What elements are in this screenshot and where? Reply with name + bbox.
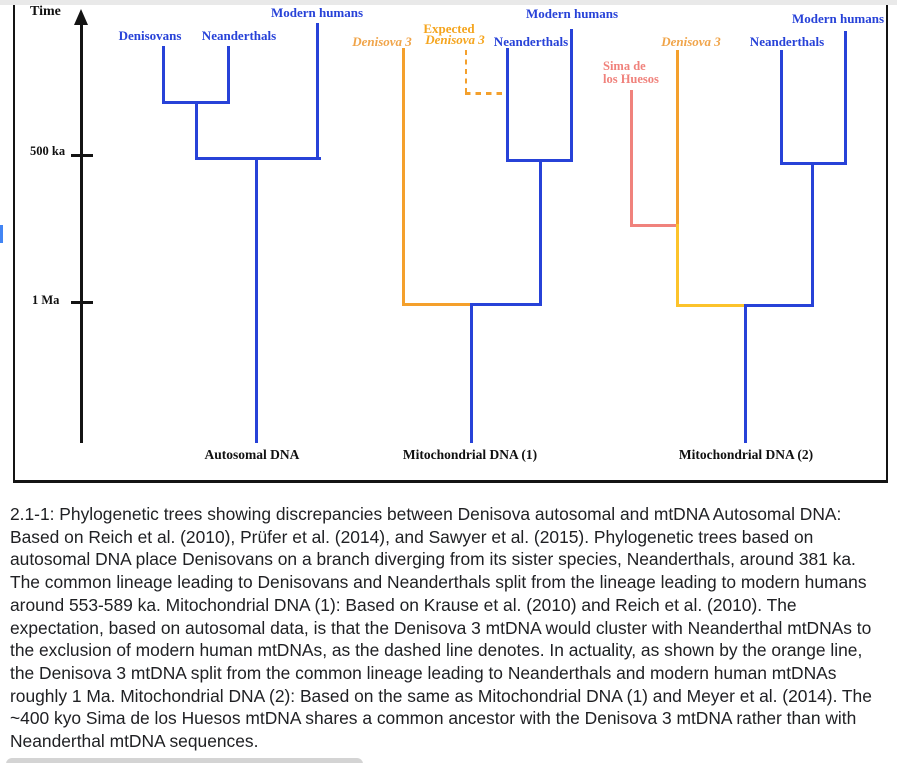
caption-line: Based on Reich et al. (2010), Prüfer et … (10, 526, 814, 547)
tree1-den-nea-stem (195, 101, 198, 160)
tick-500ka-label: 500 ka (30, 144, 66, 158)
tree2-name: Mitochondrial DNA (1) (402, 447, 538, 462)
tree3-sima-join (630, 224, 679, 227)
tree2-expected-label-2: Denisova 3 (425, 32, 485, 47)
tree2-neanderthals-label: Neanderthals (493, 34, 569, 49)
tree2-expected-dashed-v (464, 50, 467, 95)
tree2-root-stem (470, 303, 473, 443)
tree1-denisovans-branch (162, 46, 165, 104)
figure-border-right (886, 5, 888, 483)
tree2-orange-join (402, 303, 472, 306)
tree2-denisova-branch (402, 48, 405, 306)
tree3-neanderthals-branch (780, 50, 783, 165)
caption-line: The common lineage leading to Denisovans… (10, 572, 867, 593)
caption-line: expectation, based on autosomal data, is… (10, 617, 872, 638)
figure-caption: 2.1-1: Phylogenetic trees showing discre… (10, 503, 896, 753)
left-edge-marker (0, 225, 3, 243)
tree3-name: Mitochondrial DNA (2) (678, 447, 814, 462)
time-axis-arrowhead (74, 9, 88, 25)
tick-1ma-label: 1 Ma (32, 293, 60, 307)
tree2-modern-branch (570, 29, 573, 162)
tree3-modern-label: Modern humans (791, 11, 885, 26)
tree2-nea-mod-stem (539, 159, 542, 306)
tree3-neanderthals-label: Neanderthals (749, 34, 825, 49)
caption-line: the exclusion of modern human mtDNAs, as… (10, 640, 863, 661)
tree3-sima-label-line2: los Huesos (603, 72, 659, 86)
tree2-denisova-label: Denisova 3 (352, 34, 412, 49)
tree2-expected-label-1: Expected (423, 21, 475, 36)
tree2-modern-label: Modern humans (525, 6, 619, 21)
tree2-expected-dashed-h (465, 92, 507, 95)
tree3-sima-label-line1: Sima de (603, 59, 646, 73)
caption-line: around 553-589 ka. Mitochondrial DNA (1)… (10, 594, 797, 615)
tree1-modern-label: Modern humans (270, 5, 364, 20)
tree3-denisova-label: Denisova 3 (661, 34, 721, 49)
caption-line: the Denisova 3 mtDNA split from the comm… (10, 662, 837, 683)
tree1-neanderthals-label: Neanderthals (201, 28, 277, 43)
tree1-denisovans-label: Denisovans (118, 28, 182, 43)
caption-line: 2.1-1: Phylogenetic trees showing discre… (10, 504, 842, 524)
tree2-root-join (472, 303, 542, 306)
tree3-sima-label: Sima de los Huesos (603, 60, 659, 86)
caption-line: ~400 kyo Sima de los Huesos mtDNA shares… (10, 708, 857, 729)
tree1-root-stem (255, 157, 258, 443)
horizontal-scrollbar-thumb[interactable] (6, 758, 363, 763)
figure-border-left (13, 5, 15, 483)
tree3-denisova-stem (676, 224, 679, 307)
tick-1ma (71, 301, 93, 304)
tree1-neanderthals-branch (227, 46, 230, 104)
tree2-neanderthals-branch (506, 48, 509, 162)
tree1-modern-branch (316, 23, 319, 160)
time-axis-title: Time (30, 4, 61, 19)
caption-line: autosomal DNA place Denisovans on a bran… (10, 549, 856, 570)
tree3-sima-branch (630, 90, 633, 227)
time-axis-line (80, 22, 83, 443)
figure-border-bottom (13, 480, 888, 483)
tree3-modern-branch (844, 31, 847, 165)
tree3-root-join (746, 304, 814, 307)
tree3-root-stem (744, 304, 747, 443)
tick-500ka (71, 154, 93, 157)
top-strip (0, 0, 897, 5)
tree3-denisova-branch (676, 50, 679, 227)
tree1-root-join (195, 157, 321, 160)
tree1-name: Autosomal DNA (204, 447, 300, 462)
caption-line: roughly 1 Ma. Mitochondrial DNA (2): Bas… (10, 685, 872, 706)
tree3-gold-join (676, 304, 746, 307)
tree3-nea-mod-stem (811, 162, 814, 307)
caption-line: Neanderthal mtDNA sequences. (10, 731, 259, 752)
